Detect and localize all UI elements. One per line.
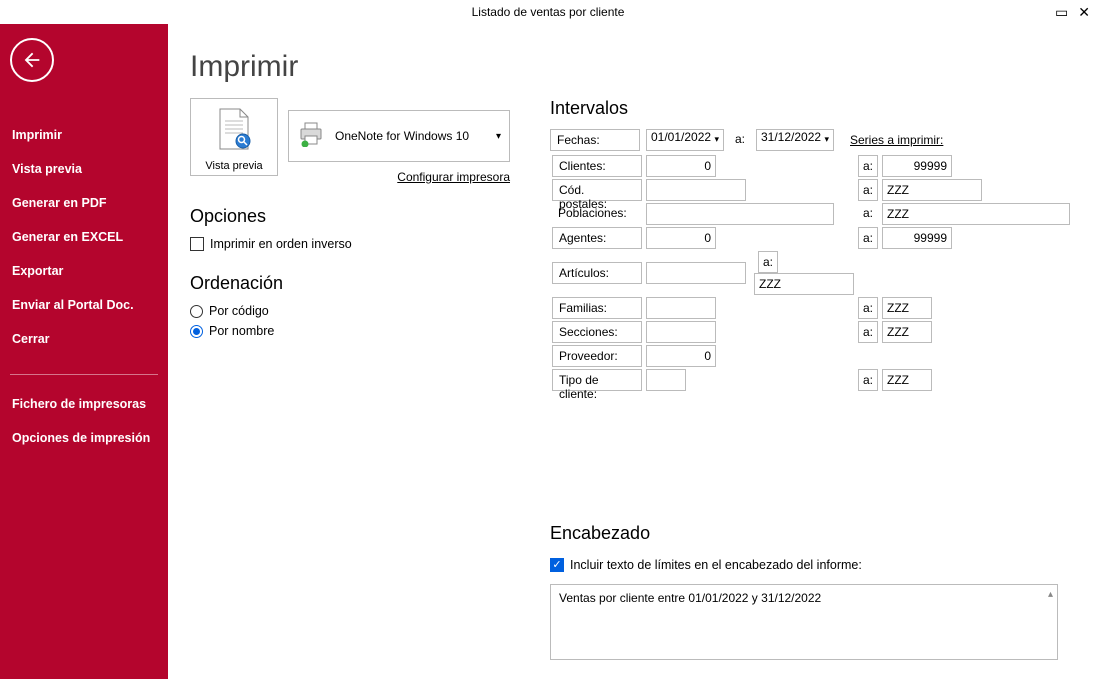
poblaciones-to-input[interactable]: [882, 203, 1070, 225]
label-clientes: Clientes:: [552, 155, 642, 177]
sort-by-code-radio[interactable]: Por código: [190, 304, 510, 318]
radio-icon: [190, 325, 203, 338]
reverse-order-label: Imprimir en orden inverso: [210, 237, 352, 251]
reverse-order-checkbox[interactable]: Imprimir en orden inverso: [190, 237, 510, 251]
tipocliente-from-input[interactable]: [646, 369, 686, 391]
close-icon[interactable]: ✕: [1078, 0, 1090, 24]
agentes-to-input[interactable]: [882, 227, 952, 249]
sort-name-label: Por nombre: [209, 324, 274, 338]
page-title: Imprimir: [190, 50, 1072, 84]
to-label: a:: [758, 251, 778, 273]
label-secciones: Secciones:: [552, 321, 642, 343]
sort-code-label: Por código: [209, 304, 269, 318]
label-proveedor: Proveedor:: [552, 345, 642, 367]
to-label: a:: [858, 155, 878, 177]
to-label: a:: [858, 369, 878, 391]
checkbox-icon: [550, 558, 564, 572]
label-familias: Familias:: [552, 297, 642, 319]
arrow-left-icon: [21, 49, 43, 71]
sorting-heading: Ordenación: [190, 273, 510, 294]
proveedor-from-input[interactable]: [646, 345, 716, 367]
agentes-from-input[interactable]: [646, 227, 716, 249]
chevron-down-icon: ▾: [714, 134, 719, 145]
titlebar: Listado de ventas por cliente ▭ ✕: [0, 0, 1096, 24]
articulos-to-input[interactable]: [754, 273, 854, 295]
codpost-from-input[interactable]: [646, 179, 746, 201]
sidebar-item-imprimir[interactable]: Imprimir: [10, 118, 158, 152]
printer-icon: [297, 121, 325, 152]
sidebar-divider: [10, 374, 158, 375]
chevron-down-icon: ▾: [824, 134, 829, 145]
radio-icon: [190, 305, 203, 318]
label-fechas: Fechas:: [550, 129, 640, 151]
printer-name: OneNote for Windows 10: [335, 129, 469, 143]
secciones-from-input[interactable]: [646, 321, 716, 343]
header-text-value: Ventas por cliente entre 01/01/2022 y 31…: [559, 591, 821, 605]
sidebar-item-exportar[interactable]: Exportar: [10, 254, 158, 288]
window-title: Listado de ventas por cliente: [472, 5, 625, 19]
to-label: a:: [730, 129, 750, 151]
articulos-from-input[interactable]: [646, 262, 746, 284]
secciones-to-input[interactable]: [882, 321, 932, 343]
scroll-up-icon[interactable]: ▴: [1048, 589, 1053, 600]
preview-button[interactable]: Vista previa: [190, 98, 278, 176]
familias-to-input[interactable]: [882, 297, 932, 319]
sidebar-item-generar-pdf[interactable]: Generar en PDF: [10, 186, 158, 220]
to-label: a:: [858, 179, 878, 201]
poblaciones-from-input[interactable]: [646, 203, 834, 225]
clientes-from-input[interactable]: [646, 155, 716, 177]
chevron-down-icon: ▾: [496, 131, 501, 142]
configure-printer-link[interactable]: Configurar impresora: [288, 170, 510, 184]
preview-caption: Vista previa: [191, 160, 277, 172]
back-button[interactable]: [10, 38, 54, 82]
document-preview-icon: [216, 107, 252, 156]
to-label: a:: [858, 321, 878, 343]
codpost-to-input[interactable]: [882, 179, 982, 201]
header-heading: Encabezado: [550, 523, 1072, 544]
label-agentes: Agentes:: [552, 227, 642, 249]
date-from-input[interactable]: 01/01/2022▾: [646, 129, 724, 151]
sidebar-item-cerrar[interactable]: Cerrar: [10, 322, 158, 356]
to-label: a:: [858, 203, 878, 225]
sidebar-item-portal-doc[interactable]: Enviar al Portal Doc.: [10, 288, 158, 322]
tipocliente-to-input[interactable]: [882, 369, 932, 391]
include-limits-label: Incluir texto de límites en el encabezad…: [570, 558, 862, 572]
header-text-input[interactable]: Ventas por cliente entre 01/01/2022 y 31…: [550, 584, 1058, 660]
main-panel: Imprimir: [168, 24, 1096, 679]
sidebar-item-fichero-impresoras[interactable]: Fichero de impresoras: [10, 387, 158, 421]
label-articulos: Artículos:: [552, 262, 642, 284]
to-label: a:: [858, 297, 878, 319]
sort-by-name-radio[interactable]: Por nombre: [190, 324, 510, 338]
sidebar-item-vista-previa[interactable]: Vista previa: [10, 152, 158, 186]
to-label: a:: [858, 227, 878, 249]
maximize-icon[interactable]: ▭: [1055, 0, 1068, 24]
sidebar-item-generar-excel[interactable]: Generar en EXCEL: [10, 220, 158, 254]
intervals-heading: Intervalos: [550, 98, 1072, 119]
label-poblaciones: Poblaciones:: [552, 203, 642, 225]
checkbox-icon: [190, 237, 204, 251]
clientes-to-input[interactable]: [882, 155, 952, 177]
label-tipo-cliente: Tipo de cliente:: [552, 369, 642, 391]
sidebar-item-opciones-impresion[interactable]: Opciones de impresión: [10, 421, 158, 455]
familias-from-input[interactable]: [646, 297, 716, 319]
label-cod-postales: Cód. postales:: [552, 179, 642, 201]
options-heading: Opciones: [190, 206, 510, 227]
series-to-print-link[interactable]: Series a imprimir:: [850, 133, 943, 147]
printer-selector[interactable]: OneNote for Windows 10 ▾: [288, 110, 510, 162]
date-to-input[interactable]: 31/12/2022▾: [756, 129, 834, 151]
sidebar: Imprimir Vista previa Generar en PDF Gen…: [0, 24, 168, 679]
include-limits-checkbox[interactable]: Incluir texto de límites en el encabezad…: [550, 558, 1072, 572]
